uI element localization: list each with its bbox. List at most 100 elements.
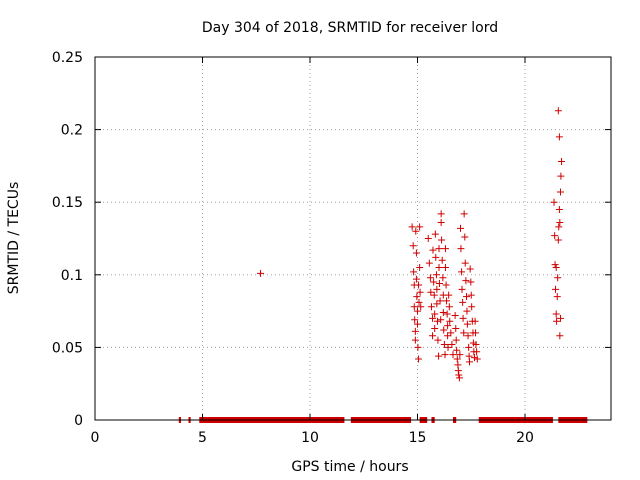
data-point: [465, 343, 473, 351]
data-point: [439, 309, 447, 317]
data-point: [472, 329, 480, 337]
data-point: [459, 298, 467, 306]
data-point: [438, 236, 446, 244]
data-point: [441, 264, 449, 272]
data-point: [460, 329, 468, 337]
data-point: [436, 297, 444, 305]
data-point: [554, 236, 562, 244]
data-point: [444, 343, 452, 351]
data-point: [435, 352, 443, 360]
data-point: [463, 320, 471, 328]
data-point: [463, 293, 471, 301]
data-point: [552, 285, 560, 293]
data-point: [444, 332, 452, 340]
data-point: [472, 340, 480, 348]
y-tick-label: 0.2: [61, 123, 83, 139]
x-tick-label: 0: [91, 430, 100, 446]
data-point: [425, 259, 433, 267]
data-point: [468, 303, 476, 311]
data-point: [552, 264, 560, 272]
data-point: [443, 310, 451, 318]
data-point: [441, 351, 449, 359]
data-point: [467, 278, 475, 286]
data-point: [440, 340, 448, 348]
data-point: [414, 307, 421, 315]
data-point: [551, 232, 559, 240]
data-point: [556, 314, 564, 322]
data-point: [427, 288, 435, 296]
data-point: [435, 264, 443, 272]
data-point: [459, 314, 467, 322]
data-point: [461, 259, 469, 267]
data-points: [178, 107, 588, 423]
data-point: [552, 310, 560, 318]
data-point: [471, 317, 479, 325]
data-point: [437, 316, 445, 324]
data-point: [445, 303, 453, 311]
y-axis-label: SRMTID / TECUs: [6, 182, 22, 295]
data-point: [433, 300, 441, 308]
data-point: [415, 355, 423, 363]
data-point: [451, 311, 459, 319]
data-point: [466, 265, 474, 273]
data-point: [416, 223, 424, 231]
data-point: [440, 326, 448, 334]
chart-title: Day 304 of 2018, SRMTID for receiver lor…: [202, 20, 498, 36]
data-point: [414, 343, 422, 351]
data-point: [433, 317, 441, 325]
data-point: [452, 325, 460, 333]
data-point: [447, 329, 455, 337]
data-point: [558, 158, 566, 166]
data-point: [455, 374, 463, 382]
data-point: [457, 224, 464, 232]
data-point: [412, 275, 420, 283]
data-point: [443, 297, 451, 305]
data-point: [550, 198, 558, 206]
data-point: [442, 281, 450, 289]
data-point: [453, 346, 461, 354]
data-point: [458, 268, 466, 276]
data-point: [430, 278, 438, 286]
data-point: [416, 288, 424, 296]
data-point: [415, 298, 423, 306]
data-point: [409, 242, 417, 250]
data-point: [466, 358, 474, 366]
data-point: [453, 355, 461, 363]
data-point: [432, 271, 440, 279]
data-point: [457, 245, 465, 253]
data-point: [445, 291, 453, 299]
data-point: [460, 210, 468, 218]
data-point: [463, 307, 471, 315]
data-point: [431, 310, 439, 318]
data-point: [555, 223, 563, 231]
data-point: [408, 223, 416, 231]
data-point: [417, 303, 425, 311]
data-point: [432, 253, 440, 261]
grid-lines: [95, 57, 611, 420]
data-point: [449, 351, 457, 359]
data-point: [437, 219, 445, 227]
data-point: [433, 285, 441, 293]
data-point: [415, 281, 423, 289]
data-point: [427, 303, 435, 311]
data-point: [411, 316, 419, 324]
data-point: [553, 317, 561, 325]
data-point: [410, 303, 418, 311]
data-point: [473, 348, 481, 356]
data-point: [556, 219, 564, 227]
y-tick-label: 0: [74, 413, 83, 429]
data-point: [431, 230, 439, 238]
data-point: [439, 274, 447, 282]
data-point: [446, 317, 454, 325]
data-point: [462, 277, 470, 285]
data-point: [444, 322, 452, 330]
plot-frame: [94, 56, 612, 421]
data-point: [554, 107, 562, 115]
data-point: [556, 332, 564, 340]
data-point: [435, 280, 443, 288]
data-point: [553, 293, 561, 301]
y-tick-label: 0.15: [52, 195, 83, 211]
data-point: [257, 269, 265, 277]
data-point: [429, 314, 437, 322]
